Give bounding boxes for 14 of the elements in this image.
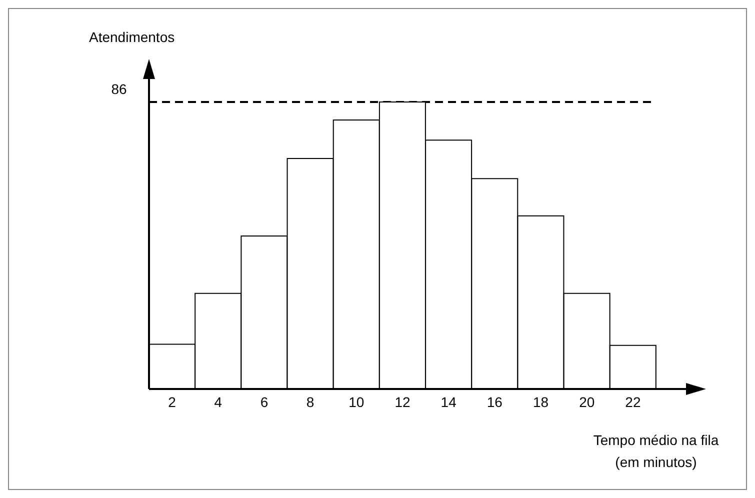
x-tick-label: 20 xyxy=(579,394,595,410)
x-tick-label: 8 xyxy=(306,394,314,410)
x-tick-label: 4 xyxy=(214,394,222,410)
text: 86 xyxy=(111,80,127,97)
x-tick-label: 14 xyxy=(440,394,457,410)
y-axis-title: Atendimentos xyxy=(89,29,175,45)
x-tick-label: 18 xyxy=(532,394,549,410)
x-tick-label: 2 xyxy=(168,394,176,410)
x-axis-title: Tempo médio na fila (em minutos) xyxy=(592,431,720,472)
x-tick-label: 16 xyxy=(486,394,503,410)
x-tick-label: 6 xyxy=(260,394,268,410)
x-tick-label: 10 xyxy=(348,394,364,410)
x-tick-label: 22 xyxy=(625,394,641,410)
x-tick-label: 12 xyxy=(394,394,410,410)
